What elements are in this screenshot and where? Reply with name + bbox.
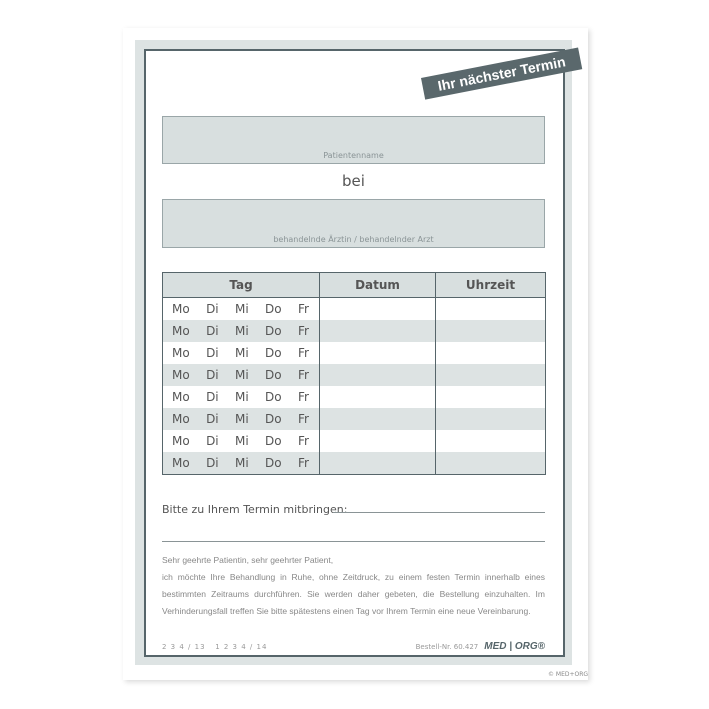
day-cell: Mo Di Mi Do Fr — [162, 386, 320, 408]
day-cell: Mo Di Mi Do Fr — [162, 408, 320, 430]
table-row: Mo Di Mi Do Fr — [162, 408, 546, 430]
doctor-field[interactable]: behandelnde Ärztin / behandelnder Arzt — [162, 199, 545, 248]
day-option[interactable]: Di — [206, 368, 219, 382]
day-option[interactable]: Fr — [298, 368, 309, 382]
med-org-logo: MED | ORG® — [484, 641, 545, 652]
salutation: Sehr geehrte Patientin, sehr geehrter Pa… — [162, 555, 334, 565]
day-option[interactable]: Do — [265, 456, 282, 470]
time-cell[interactable] — [435, 297, 546, 320]
appointment-table: Tag Datum Uhrzeit Mo Di Mi Do Fr Mo Di Mi Do Fr Mo… — [162, 272, 546, 475]
day-option[interactable]: Fr — [298, 346, 309, 360]
time-cell[interactable] — [435, 386, 546, 408]
time-cell[interactable] — [435, 452, 546, 475]
bring-line-2[interactable] — [162, 541, 545, 542]
day-option[interactable]: Mo — [172, 324, 190, 338]
patient-name-field[interactable]: Patientenname — [162, 116, 545, 164]
date-cell[interactable] — [319, 430, 436, 452]
time-cell[interactable] — [435, 342, 546, 364]
day-cell: Mo Di Mi Do Fr — [162, 342, 320, 364]
day-option[interactable]: Mi — [235, 390, 249, 404]
header-uhrzeit: Uhrzeit — [435, 272, 546, 298]
day-option[interactable]: Do — [265, 346, 282, 360]
day-option[interactable]: Fr — [298, 412, 309, 426]
day-option[interactable]: Mi — [235, 456, 249, 470]
day-option[interactable]: Di — [206, 302, 219, 316]
day-option[interactable]: Mi — [235, 324, 249, 338]
print-codes: 2 3 4 / 13 1 2 3 4 / 14 — [162, 642, 268, 651]
footer-right: Bestell-Nr. 60.427 MED | ORG® — [416, 641, 545, 652]
date-cell[interactable] — [319, 342, 436, 364]
day-option[interactable]: Mo — [172, 390, 190, 404]
day-cell: Mo Di Mi Do Fr — [162, 364, 320, 386]
date-cell[interactable] — [319, 452, 436, 475]
date-cell[interactable] — [319, 320, 436, 342]
bring-label: Bitte zu Ihrem Termin mitbringen: — [162, 503, 348, 516]
day-option[interactable]: Di — [206, 390, 219, 404]
copyright: © MED+ORG — [548, 671, 589, 678]
table-row: Mo Di Mi Do Fr — [162, 430, 546, 452]
day-option[interactable]: Mo — [172, 434, 190, 448]
day-option[interactable]: Fr — [298, 390, 309, 404]
day-option[interactable]: Mi — [235, 412, 249, 426]
time-cell[interactable] — [435, 364, 546, 386]
date-cell[interactable] — [319, 386, 436, 408]
table-row: Mo Di Mi Do Fr — [162, 342, 546, 364]
time-cell[interactable] — [435, 430, 546, 452]
day-option[interactable]: Mi — [235, 346, 249, 360]
date-cell[interactable] — [319, 364, 436, 386]
day-option[interactable]: Mo — [172, 412, 190, 426]
bring-line-1[interactable] — [333, 512, 545, 513]
notice-paragraph: Sehr geehrte Patientin, sehr geehrter Pa… — [162, 552, 545, 620]
doctor-label: behandelnde Ärztin / behandelnder Arzt — [273, 235, 434, 244]
order-number: Bestell-Nr. 60.427 — [415, 642, 479, 651]
table-row: Mo Di Mi Do Fr — [162, 364, 546, 386]
day-option[interactable]: Do — [265, 324, 282, 338]
time-cell[interactable] — [435, 408, 546, 430]
table-row: Mo Di Mi Do Fr — [162, 452, 546, 475]
day-option[interactable]: Di — [206, 346, 219, 360]
bei-text: bei — [342, 172, 365, 190]
day-option[interactable]: Di — [206, 324, 219, 338]
day-option[interactable]: Mo — [172, 346, 190, 360]
day-option[interactable]: Mo — [172, 302, 190, 316]
header-datum: Datum — [319, 272, 436, 298]
day-option[interactable]: Mi — [235, 302, 249, 316]
time-cell[interactable] — [435, 320, 546, 342]
day-option[interactable]: Do — [265, 368, 282, 382]
day-option[interactable]: Do — [265, 390, 282, 404]
day-option[interactable]: Di — [206, 434, 219, 448]
day-cell: Mo Di Mi Do Fr — [162, 430, 320, 452]
day-option[interactable]: Fr — [298, 456, 309, 470]
day-option[interactable]: Mo — [172, 368, 190, 382]
day-option[interactable]: Di — [206, 412, 219, 426]
date-cell[interactable] — [319, 408, 436, 430]
day-option[interactable]: Do — [265, 412, 282, 426]
day-cell: Mo Di Mi Do Fr — [162, 452, 320, 475]
table-row: Mo Di Mi Do Fr — [162, 320, 546, 342]
day-cell: Mo Di Mi Do Fr — [162, 320, 320, 342]
day-option[interactable]: Fr — [298, 302, 309, 316]
day-cell: Mo Di Mi Do Fr — [162, 297, 320, 320]
table-row: Mo Di Mi Do Fr — [162, 386, 546, 408]
header-tag: Tag — [162, 272, 320, 298]
day-option[interactable]: Fr — [298, 434, 309, 448]
date-cell[interactable] — [319, 297, 436, 320]
day-option[interactable]: Do — [265, 302, 282, 316]
day-option[interactable]: Mi — [235, 368, 249, 382]
table-row: Mo Di Mi Do Fr — [162, 297, 546, 320]
day-option[interactable]: Di — [206, 456, 219, 470]
patient-name-label: Patientenname — [323, 151, 384, 160]
day-option[interactable]: Fr — [298, 324, 309, 338]
day-option[interactable]: Mo — [172, 456, 190, 470]
notice-body: ich möchte Ihre Behandlung in Ruhe, ohne… — [162, 572, 545, 616]
day-option[interactable]: Do — [265, 434, 282, 448]
day-option[interactable]: Mi — [235, 434, 249, 448]
card-footer: 2 3 4 / 13 1 2 3 4 / 14 Bestell-Nr. 60.4… — [162, 640, 545, 653]
